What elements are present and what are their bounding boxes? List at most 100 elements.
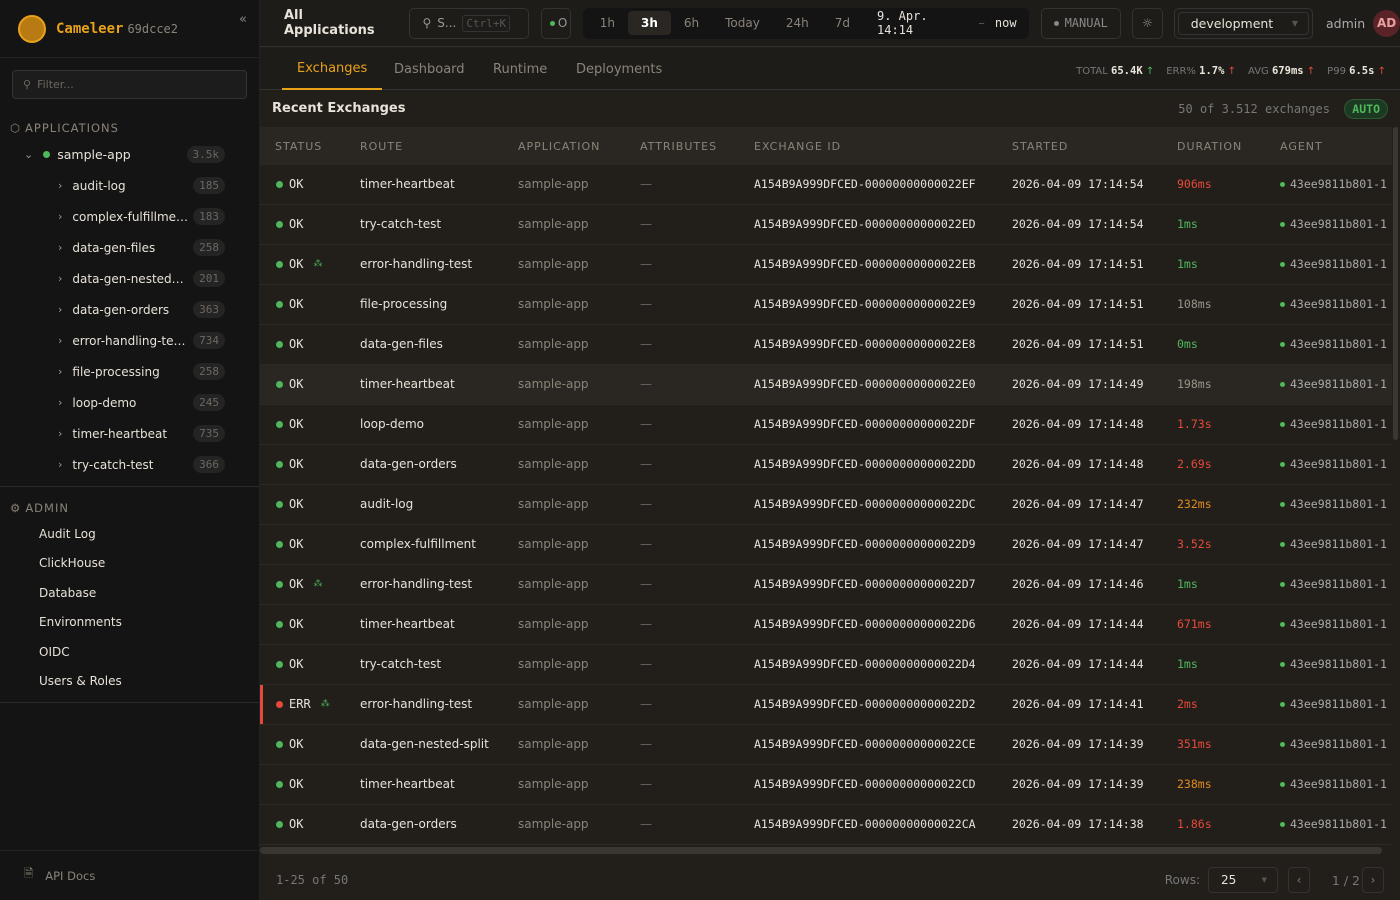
agent-cell[interactable]: 43ee9811b801-1	[1280, 177, 1387, 191]
tab-exchanges[interactable]: Exchanges	[282, 48, 383, 90]
route-cell[interactable]: timer-heartbeat	[360, 177, 455, 191]
exchange-id-cell[interactable]: A154B9A999DFCED-00000000000022DC	[754, 497, 976, 511]
environment-select[interactable]: development ▼	[1173, 7, 1313, 39]
admin-nav-item[interactable]: Database	[39, 585, 97, 600]
admin-nav-item[interactable]: Environments	[39, 615, 122, 630]
route-cell[interactable]: error-handling-test	[360, 697, 473, 711]
column-header[interactable]: EXCHANGE ID	[754, 139, 842, 153]
exchange-id-cell[interactable]: A154B9A999DFCED-00000000000022CE	[754, 737, 976, 751]
route-cell[interactable]: data-gen-nested-split	[360, 737, 489, 751]
column-header[interactable]: STATUS	[275, 139, 323, 153]
sidebar-route-item[interactable]: › try-catch-test 366	[0, 449, 259, 480]
table-row[interactable]: OK data-gen-nested-split sample-app — A154B9…	[260, 725, 1392, 765]
agent-cell[interactable]: 43ee9811b801-1	[1280, 817, 1387, 831]
route-cell[interactable]: timer-heartbeat	[360, 777, 455, 791]
route-cell[interactable]: try-catch-test	[360, 657, 442, 671]
sidebar-route-item[interactable]: › error-handling-te… 734	[0, 325, 259, 356]
api-docs-link[interactable]: 🗎 API Docs	[0, 850, 259, 900]
agent-cell[interactable]: 43ee9811b801-1	[1280, 217, 1387, 231]
table-row[interactable]: OK data-gen-orders sample-app — A154B9A999DF…	[260, 445, 1392, 485]
route-cell[interactable]: try-catch-test	[360, 217, 442, 231]
range-button[interactable]: Today	[725, 16, 760, 30]
table-row[interactable]: ERR ⁂ error-handling-test sample-app — A154B9…	[260, 685, 1392, 725]
column-header[interactable]: DURATION	[1177, 139, 1243, 153]
table-row[interactable]: OK ⁂ error-handling-test sample-app — A154B9A…	[260, 565, 1392, 605]
agent-cell[interactable]: 43ee9811b801-1	[1280, 457, 1387, 471]
table-row[interactable]: OK file-processing sample-app — A154B9A999DF…	[260, 285, 1392, 325]
route-cell[interactable]: data-gen-files	[360, 337, 443, 351]
range-from[interactable]: 9. Apr. 14:14	[877, 9, 928, 37]
route-cell[interactable]: error-handling-test	[360, 577, 473, 591]
exchange-id-cell[interactable]: A154B9A999DFCED-00000000000022D7	[754, 577, 976, 591]
agent-cell[interactable]: 43ee9811b801-1	[1280, 417, 1387, 431]
exchange-id-cell[interactable]: A154B9A999DFCED-00000000000022CA	[754, 817, 976, 831]
agent-cell[interactable]: 43ee9811b801-1	[1280, 537, 1387, 551]
agent-cell[interactable]: 43ee9811b801-1	[1280, 737, 1387, 751]
status-toggle[interactable]: O	[540, 7, 571, 39]
exchange-id-cell[interactable]: A154B9A999DFCED-00000000000022E0	[754, 377, 976, 391]
agent-cell[interactable]: 43ee9811b801-1	[1280, 577, 1387, 591]
collapse-sidebar-icon[interactable]: «	[239, 12, 247, 27]
prev-page-button[interactable]: ‹	[1288, 867, 1310, 893]
table-row[interactable]: OK timer-heartbeat sample-app — A154B9A999DF…	[260, 365, 1392, 405]
column-header[interactable]: STARTED	[1012, 139, 1069, 153]
range-button[interactable]: 1h	[599, 16, 615, 30]
range-to[interactable]: now	[994, 16, 1017, 30]
sidebar-route-item[interactable]: › loop-demo 245	[0, 387, 259, 418]
exchange-id-cell[interactable]: A154B9A999DFCED-00000000000022D9	[754, 537, 976, 551]
agent-cell[interactable]: 43ee9811b801-1	[1280, 657, 1387, 671]
agent-cell[interactable]: 43ee9811b801-1	[1280, 777, 1387, 791]
table-row[interactable]: OK try-catch-test sample-app — A154B9A999DFC…	[260, 645, 1392, 685]
table-row[interactable]: OK try-catch-test sample-app — A154B9A999DFC…	[260, 205, 1392, 245]
exchange-id-cell[interactable]: A154B9A999DFCED-00000000000022ED	[754, 217, 976, 231]
route-cell[interactable]: data-gen-orders	[360, 457, 457, 471]
range-button[interactable]: 6h	[683, 16, 700, 30]
range-button[interactable]: 24h	[785, 16, 809, 30]
sidebar-route-item[interactable]: › data-gen-orders 363	[0, 294, 259, 325]
table-row[interactable]: OK loop-demo sample-app — A154B9A999DFCED-00…	[260, 405, 1392, 445]
range-button[interactable]: 3h	[627, 11, 671, 35]
table-row[interactable]: OK timer-heartbeat sample-app — A154B9A999DF…	[260, 165, 1392, 205]
agent-cell[interactable]: 43ee9811b801-1	[1280, 377, 1387, 391]
route-cell[interactable]: file-processing	[360, 297, 448, 311]
rows-per-page-select[interactable]: 25 ▼	[1208, 867, 1278, 893]
avatar[interactable]: AD	[1373, 9, 1400, 37]
tab-deployments[interactable]: Deployments	[576, 61, 663, 77]
sidebar-route-item[interactable]: › data-gen-nested… 201	[0, 263, 259, 294]
search-button[interactable]: ⚲ S... Ctrl+K	[409, 7, 529, 39]
route-cell[interactable]: audit-log	[360, 497, 414, 511]
table-row[interactable]: OK data-gen-orders sample-app — A154B9A999DF…	[260, 805, 1392, 845]
tab-runtime[interactable]: Runtime	[493, 61, 548, 77]
table-row[interactable]: OK timer-heartbeat sample-app — A154B9A999DF…	[260, 605, 1392, 645]
route-cell[interactable]: loop-demo	[360, 417, 424, 431]
route-cell[interactable]: data-gen-orders	[360, 817, 457, 831]
column-header[interactable]: ROUTE	[360, 139, 404, 153]
agent-cell[interactable]: 43ee9811b801-1	[1280, 497, 1387, 511]
vertical-scrollbar[interactable]	[1393, 127, 1398, 440]
route-cell[interactable]: error-handling-test	[360, 257, 473, 271]
table-row[interactable]: OK complex-fulfillment sample-app — A154B9A9…	[260, 525, 1392, 565]
theme-toggle-sun-icon[interactable]: ☼	[1131, 7, 1163, 39]
admin-nav-item[interactable]: Audit Log	[39, 526, 96, 541]
tab-dashboard[interactable]: Dashboard	[394, 61, 465, 77]
exchange-id-cell[interactable]: A154B9A999DFCED-00000000000022EB	[754, 257, 976, 271]
exchange-id-cell[interactable]: A154B9A999DFCED-00000000000022E8	[754, 337, 976, 351]
column-header[interactable]: ATTRIBUTES	[640, 139, 718, 153]
sidebar-route-item[interactable]: › file-processing 258	[0, 356, 259, 387]
column-header[interactable]: AGENT	[1280, 139, 1323, 153]
refresh-mode-button[interactable]: MANUAL	[1040, 7, 1121, 39]
sidebar-route-item[interactable]: › data-gen-files 258	[0, 232, 259, 263]
exchange-id-cell[interactable]: A154B9A999DFCED-00000000000022D6	[754, 617, 976, 631]
agent-cell[interactable]: 43ee9811b801-1	[1280, 337, 1387, 351]
table-row[interactable]: OK data-gen-files sample-app — A154B9A999DFC…	[260, 325, 1392, 365]
agent-cell[interactable]: 43ee9811b801-1	[1280, 297, 1387, 311]
sidebar-filter-input[interactable]: ⚲ Filter...	[12, 70, 247, 99]
agent-cell[interactable]: 43ee9811b801-1	[1280, 257, 1387, 271]
auto-refresh-badge[interactable]: AUTO	[1344, 98, 1388, 119]
sidebar-route-item[interactable]: › audit-log 185	[0, 170, 259, 201]
horizontal-scrollbar[interactable]	[260, 847, 1382, 854]
admin-nav-item[interactable]: Users & Roles	[39, 674, 122, 689]
exchange-id-cell[interactable]: A154B9A999DFCED-00000000000022DD	[754, 457, 976, 471]
next-page-button[interactable]: ›	[1362, 867, 1384, 893]
exchange-id-cell[interactable]: A154B9A999DFCED-00000000000022DF	[754, 417, 976, 431]
